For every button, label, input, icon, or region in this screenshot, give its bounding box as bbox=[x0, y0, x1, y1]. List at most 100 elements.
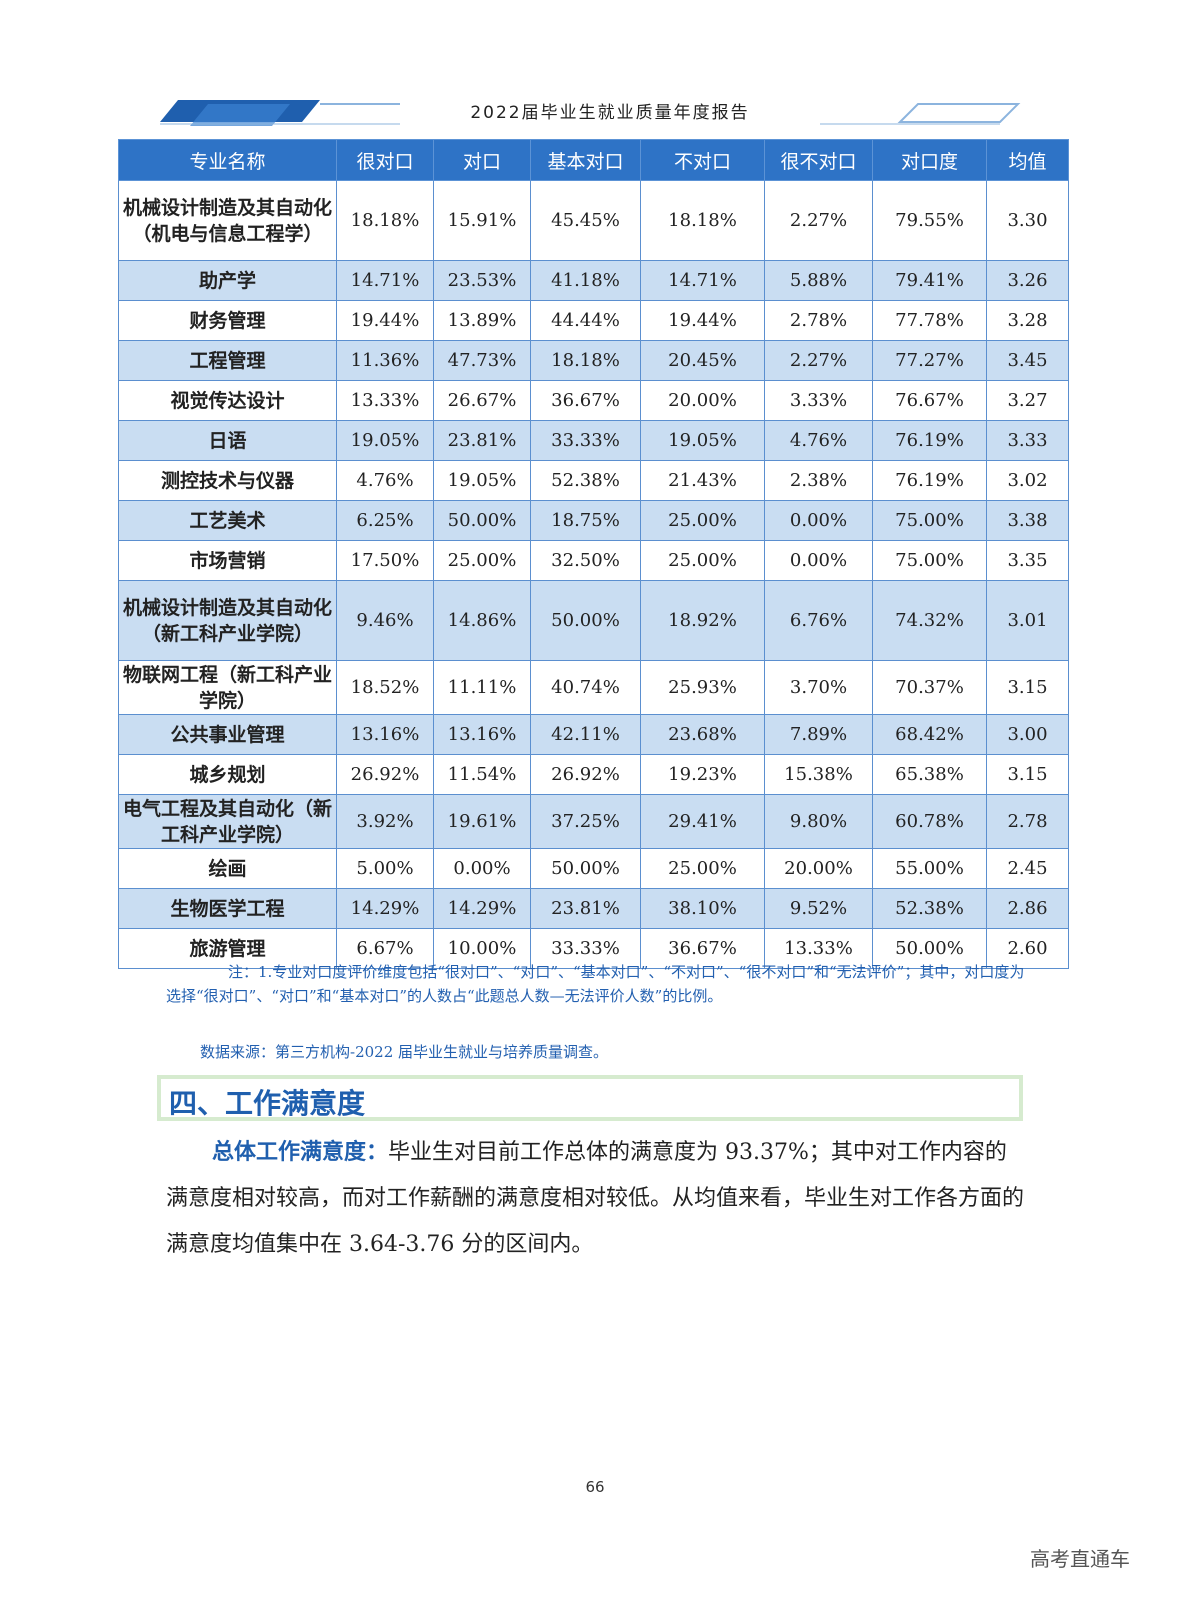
value-cell: 13.33% bbox=[764, 928, 873, 969]
value-cell: 14.71% bbox=[336, 260, 434, 301]
value-cell: 14.29% bbox=[433, 888, 531, 929]
value-cell: 19.23% bbox=[640, 754, 765, 795]
value-cell: 68.42% bbox=[872, 714, 987, 755]
value-cell: 7.89% bbox=[764, 714, 873, 755]
column-header: 不对口 bbox=[640, 139, 765, 181]
value-cell: 79.41% bbox=[872, 260, 987, 301]
value-cell: 4.76% bbox=[764, 420, 873, 461]
major-name-cell: 公共事业管理 bbox=[118, 714, 337, 755]
value-cell: 23.68% bbox=[640, 714, 765, 755]
value-cell: 25.93% bbox=[640, 660, 765, 715]
value-cell: 40.74% bbox=[530, 660, 641, 715]
value-cell: 11.11% bbox=[433, 660, 531, 715]
value-cell: 18.18% bbox=[336, 180, 434, 261]
value-cell: 18.92% bbox=[640, 580, 765, 661]
value-cell: 14.29% bbox=[336, 888, 434, 929]
table-row: 机械设计制造及其自动化（机电与信息工程学） 18.18% 15.91% 45.45% 1… bbox=[118, 180, 1069, 261]
value-cell: 6.67% bbox=[336, 928, 434, 969]
value-cell: 3.38 bbox=[986, 500, 1069, 541]
value-cell: 2.78 bbox=[986, 794, 1069, 849]
table-row: 绘画 5.00% 0.00% 50.00% 25.00% 20.00% 55.00% 2.45 bbox=[118, 848, 1069, 889]
value-cell: 50.00% bbox=[872, 928, 987, 969]
value-cell: 19.44% bbox=[640, 300, 765, 341]
value-cell: 25.00% bbox=[640, 500, 765, 541]
major-name-cell: 生物医学工程 bbox=[118, 888, 337, 929]
major-name-cell: 财务管理 bbox=[118, 300, 337, 341]
major-name-cell: 测控技术与仪器 bbox=[118, 460, 337, 501]
value-cell: 18.52% bbox=[336, 660, 434, 715]
value-cell: 13.16% bbox=[336, 714, 434, 755]
value-cell: 3.35 bbox=[986, 540, 1069, 581]
major-name-cell: 物联网工程（新工科产业学院） bbox=[118, 660, 337, 715]
value-cell: 20.00% bbox=[640, 380, 765, 421]
table-row: 测控技术与仪器 4.76% 19.05% 52.38% 21.43% 2.38% 76.19… bbox=[118, 460, 1069, 501]
table-row: 物联网工程（新工科产业学院） 18.52% 11.11% 40.74% 25.93% 3.… bbox=[118, 660, 1069, 715]
value-cell: 3.26 bbox=[986, 260, 1069, 301]
value-cell: 2.38% bbox=[764, 460, 873, 501]
value-cell: 15.38% bbox=[764, 754, 873, 795]
value-cell: 0.00% bbox=[764, 540, 873, 581]
table-row: 工艺美术 6.25% 50.00% 18.75% 25.00% 0.00% 75.00% 3.… bbox=[118, 500, 1069, 541]
value-cell: 50.00% bbox=[530, 848, 641, 889]
column-header: 均值 bbox=[986, 139, 1069, 181]
paragraph-lead: 总体工作满意度： bbox=[212, 1140, 389, 1165]
value-cell: 37.25% bbox=[530, 794, 641, 849]
value-cell: 25.00% bbox=[640, 848, 765, 889]
value-cell: 75.00% bbox=[872, 500, 987, 541]
value-cell: 6.25% bbox=[336, 500, 434, 541]
value-cell: 2.45 bbox=[986, 848, 1069, 889]
value-cell: 3.92% bbox=[336, 794, 434, 849]
value-cell: 20.45% bbox=[640, 340, 765, 381]
table-row: 市场营销 17.50% 25.00% 32.50% 25.00% 0.00% 75.00% 3… bbox=[118, 540, 1069, 581]
major-name-cell: 工程管理 bbox=[118, 340, 337, 381]
value-cell: 18.18% bbox=[640, 180, 765, 261]
major-name-cell: 旅游管理 bbox=[118, 928, 337, 969]
major-name-cell: 绘画 bbox=[118, 848, 337, 889]
table-row: 公共事业管理 13.16% 13.16% 42.11% 23.68% 7.89% 68.42… bbox=[118, 714, 1069, 755]
value-cell: 23.81% bbox=[433, 420, 531, 461]
column-header: 对口度 bbox=[872, 139, 987, 181]
report-header: 2022届毕业生就业质量年度报告 bbox=[160, 96, 1030, 130]
major-name-cell: 市场营销 bbox=[118, 540, 337, 581]
value-cell: 23.81% bbox=[530, 888, 641, 929]
value-cell: 3.27 bbox=[986, 380, 1069, 421]
value-cell: 6.76% bbox=[764, 580, 873, 661]
value-cell: 3.15 bbox=[986, 754, 1069, 795]
column-header: 基本对口 bbox=[530, 139, 641, 181]
value-cell: 45.45% bbox=[530, 180, 641, 261]
value-cell: 5.88% bbox=[764, 260, 873, 301]
value-cell: 13.89% bbox=[433, 300, 531, 341]
value-cell: 5.00% bbox=[336, 848, 434, 889]
major-name-cell: 机械设计制造及其自动化（新工科产业学院） bbox=[118, 580, 337, 661]
table-row: 日语 19.05% 23.81% 33.33% 19.05% 4.76% 76.19% 3.3… bbox=[118, 420, 1069, 461]
value-cell: 3.01 bbox=[986, 580, 1069, 661]
value-cell: 14.71% bbox=[640, 260, 765, 301]
table-header-row: 专业名称 很对口 对口 基本对口 不对口 很不对口 对口度 均值 bbox=[118, 139, 1069, 181]
value-cell: 42.11% bbox=[530, 714, 641, 755]
major-name-cell: 视觉传达设计 bbox=[118, 380, 337, 421]
value-cell: 70.37% bbox=[872, 660, 987, 715]
major-match-table: 专业名称 很对口 对口 基本对口 不对口 很不对口 对口度 均值 机械设计制造及… bbox=[118, 139, 1069, 969]
value-cell: 25.00% bbox=[433, 540, 531, 581]
value-cell: 4.76% bbox=[336, 460, 434, 501]
major-name-cell: 城乡规划 bbox=[118, 754, 337, 795]
table-row: 助产学 14.71% 23.53% 41.18% 14.71% 5.88% 79.41% 3.… bbox=[118, 260, 1069, 301]
value-cell: 15.91% bbox=[433, 180, 531, 261]
value-cell: 20.00% bbox=[764, 848, 873, 889]
major-name-cell: 工艺美术 bbox=[118, 500, 337, 541]
value-cell: 13.16% bbox=[433, 714, 531, 755]
table-row: 视觉传达设计 13.33% 26.67% 36.67% 20.00% 3.33% 76.67… bbox=[118, 380, 1069, 421]
major-name-cell: 日语 bbox=[118, 420, 337, 461]
table-row: 工程管理 11.36% 47.73% 18.18% 20.45% 2.27% 77.27% 3… bbox=[118, 340, 1069, 381]
value-cell: 3.02 bbox=[986, 460, 1069, 501]
section-heading: 四、工作满意度 bbox=[169, 1087, 366, 1120]
value-cell: 79.55% bbox=[872, 180, 987, 261]
satisfaction-paragraph: 总体工作满意度：毕业生对目前工作总体的满意度为 93.37%；其中对工作内容的满… bbox=[166, 1130, 1026, 1268]
header-title: 2022届毕业生就业质量年度报告 bbox=[470, 103, 750, 123]
value-cell: 47.73% bbox=[433, 340, 531, 381]
value-cell: 9.52% bbox=[764, 888, 873, 929]
value-cell: 18.75% bbox=[530, 500, 641, 541]
value-cell: 36.67% bbox=[530, 380, 641, 421]
value-cell: 60.78% bbox=[872, 794, 987, 849]
value-cell: 0.00% bbox=[433, 848, 531, 889]
